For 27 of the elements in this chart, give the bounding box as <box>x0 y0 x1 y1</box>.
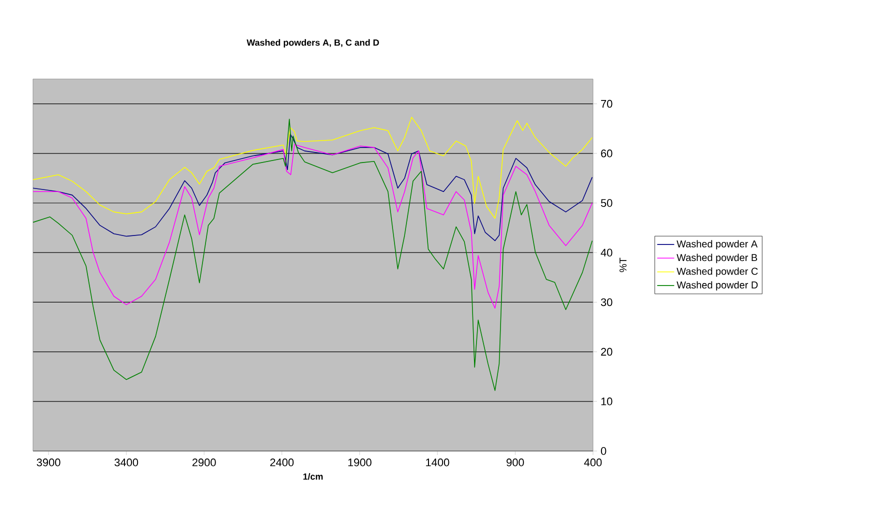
legend-label: Washed powder C <box>676 267 758 277</box>
y-tick-label: 70 <box>601 100 612 108</box>
y-tick-label: 60 <box>601 150 612 158</box>
y-tick-label: 10 <box>601 398 612 406</box>
x-axis-title: 1/cm <box>303 473 323 480</box>
y-tick-label: 30 <box>600 298 612 306</box>
line-series <box>32 116 593 219</box>
y-tick-label: 0 <box>600 447 606 455</box>
x-tick-label: 2400 <box>270 458 294 466</box>
y-tick-label: 20 <box>601 348 612 356</box>
x-tick-label: 2900 <box>192 458 216 466</box>
y-tick-label: 40 <box>600 248 612 256</box>
chart-title: Washed powders A, B, C and D <box>246 39 379 48</box>
line-series <box>32 134 593 242</box>
legend-label: Washed powder A <box>676 240 758 250</box>
x-tick-label: 400 <box>584 458 602 466</box>
x-tick-label: 3400 <box>114 458 138 466</box>
x-tick-label: 1400 <box>426 458 450 466</box>
y-tick-label: 50 <box>600 199 612 207</box>
y-axis-title: %T <box>620 258 627 272</box>
x-tick-label: 900 <box>506 458 524 466</box>
x-tick-label: 1900 <box>348 458 372 466</box>
line-series <box>32 144 593 309</box>
legend-label: Washed powder B <box>676 254 758 264</box>
x-tick-label: 3900 <box>36 458 60 466</box>
legend-label: Washed powder D <box>676 281 758 290</box>
line-series <box>32 118 593 391</box>
